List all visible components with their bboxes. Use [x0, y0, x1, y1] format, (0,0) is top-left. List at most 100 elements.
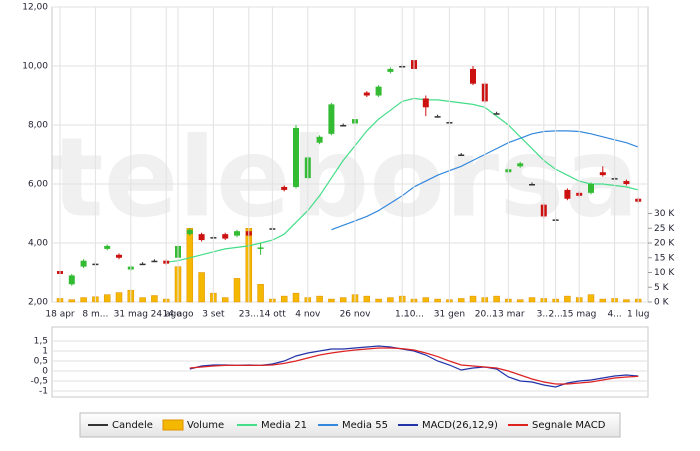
- candle-body: [222, 234, 229, 239]
- candle-body: [517, 163, 524, 167]
- y-tick-label: 12,00: [22, 3, 48, 13]
- volume-bar: [198, 272, 205, 303]
- candle-body: [151, 260, 158, 263]
- volume-bar: [434, 298, 441, 303]
- candle-body: [104, 245, 111, 249]
- watermark: teleborsa: [51, 113, 639, 241]
- candle-body: [186, 229, 193, 235]
- candle-body: [293, 127, 299, 187]
- candle-body: [281, 186, 288, 190]
- y-tick-label: 4,00: [28, 239, 48, 249]
- x-tick-label: 23...: [239, 310, 259, 320]
- y2-tick-label: 20 K: [654, 239, 675, 249]
- volume-bar: [292, 292, 300, 303]
- candle-body: [434, 116, 441, 118]
- y2-tick-label: 5 K: [654, 283, 670, 293]
- legend-label: Volume: [187, 420, 224, 431]
- volume-bar: [316, 295, 323, 303]
- volume-bar: [280, 295, 288, 303]
- y-tick-label: -0,5: [30, 377, 48, 387]
- candle-body: [588, 184, 594, 193]
- x-tick-label: 14 ott: [259, 310, 286, 320]
- y2-tick-label: 30 K: [654, 209, 675, 219]
- volume-bar: [375, 298, 382, 303]
- x-tick-label: 14 ago: [162, 310, 194, 320]
- candle-body: [116, 254, 122, 258]
- y-tick-label: 1: [42, 347, 48, 357]
- legend-label: Media 55: [342, 420, 388, 431]
- candle-body: [198, 234, 205, 241]
- volume-bar: [257, 284, 264, 303]
- x-tick-label: 10...: [404, 310, 424, 320]
- y-tick-label: 10,00: [22, 62, 48, 72]
- legend-label: Media 21: [261, 420, 307, 431]
- volume-bar: [339, 297, 347, 303]
- candle-body: [470, 68, 476, 84]
- x-tick-label: 1...: [395, 310, 409, 320]
- volume-bar: [139, 297, 146, 303]
- volume-bar: [328, 298, 335, 303]
- y-tick-label: 0: [42, 367, 48, 377]
- y-tick-label: 8,00: [28, 121, 48, 131]
- y-tick-label: 1,5: [34, 337, 48, 347]
- candle-body: [529, 184, 535, 186]
- candle-body: [387, 68, 394, 72]
- candle-body: [375, 86, 382, 96]
- candle-body: [363, 92, 370, 96]
- y2-tick-label: 25 K: [654, 224, 675, 234]
- y-tick-label: 6,00: [28, 180, 48, 190]
- volume-bar: [115, 292, 123, 303]
- candle-body: [80, 260, 87, 267]
- line-series: [189, 347, 639, 385]
- x-tick-label: 24 ago: [151, 310, 183, 320]
- volume-bar: [469, 295, 477, 303]
- volume-bar: [587, 294, 595, 303]
- y2-tick-label: 15 K: [654, 253, 675, 263]
- volume-bar: [103, 294, 111, 303]
- y2-tick-label: 10 K: [654, 268, 675, 278]
- y-tick-label: 2,00: [28, 298, 48, 308]
- y-tick-label: -1: [39, 387, 48, 397]
- volume-bar: [493, 295, 500, 303]
- candle-body: [599, 172, 606, 176]
- legend-label: Candele: [112, 420, 153, 431]
- volume-bar: [363, 295, 371, 303]
- volume-bar: [528, 297, 536, 303]
- volume-bar: [68, 299, 76, 303]
- y2-tick-label: 0 K: [654, 298, 670, 308]
- x-tick-label: 2...: [548, 310, 562, 320]
- volume-bar: [186, 228, 194, 303]
- x-tick-label: 26 nov: [340, 310, 372, 320]
- x-tick-label: 18 apr: [45, 310, 75, 320]
- candle-body: [234, 231, 240, 236]
- legend-swatch: [162, 419, 184, 431]
- volume-bar: [599, 298, 607, 303]
- x-tick-label: 13 mar: [492, 310, 525, 320]
- candle-body: [257, 247, 264, 249]
- candle-body: [139, 263, 146, 266]
- x-tick-label: 31 mag: [114, 310, 148, 320]
- volume-bar: [221, 297, 229, 303]
- legend-label: Segnale MACD: [532, 420, 606, 431]
- volume-bar: [387, 297, 394, 303]
- candle-body: [623, 181, 630, 184]
- volume-bar: [564, 295, 571, 303]
- candle-body: [68, 275, 75, 285]
- legend-label: MACD(26,12,9): [422, 420, 498, 431]
- volume-bar: [457, 298, 465, 303]
- candle-body: [422, 98, 429, 108]
- price-panel: [51, 6, 649, 303]
- volume-bar: [233, 278, 241, 303]
- candle-body: [564, 189, 571, 199]
- y-tick-label: 0,5: [34, 357, 48, 367]
- candle-body: [328, 104, 335, 134]
- volume-bar: [623, 299, 630, 303]
- x-tick-label: 15 mag: [562, 310, 596, 320]
- x-tick-label: 4...: [607, 310, 621, 320]
- x-tick-label: 3 set: [202, 310, 225, 320]
- x-tick-label: 4 nov: [295, 310, 321, 320]
- x-tick-label: 31 gen: [434, 310, 465, 320]
- candle-body: [458, 154, 465, 156]
- x-tick-label: 1 lug: [627, 310, 650, 320]
